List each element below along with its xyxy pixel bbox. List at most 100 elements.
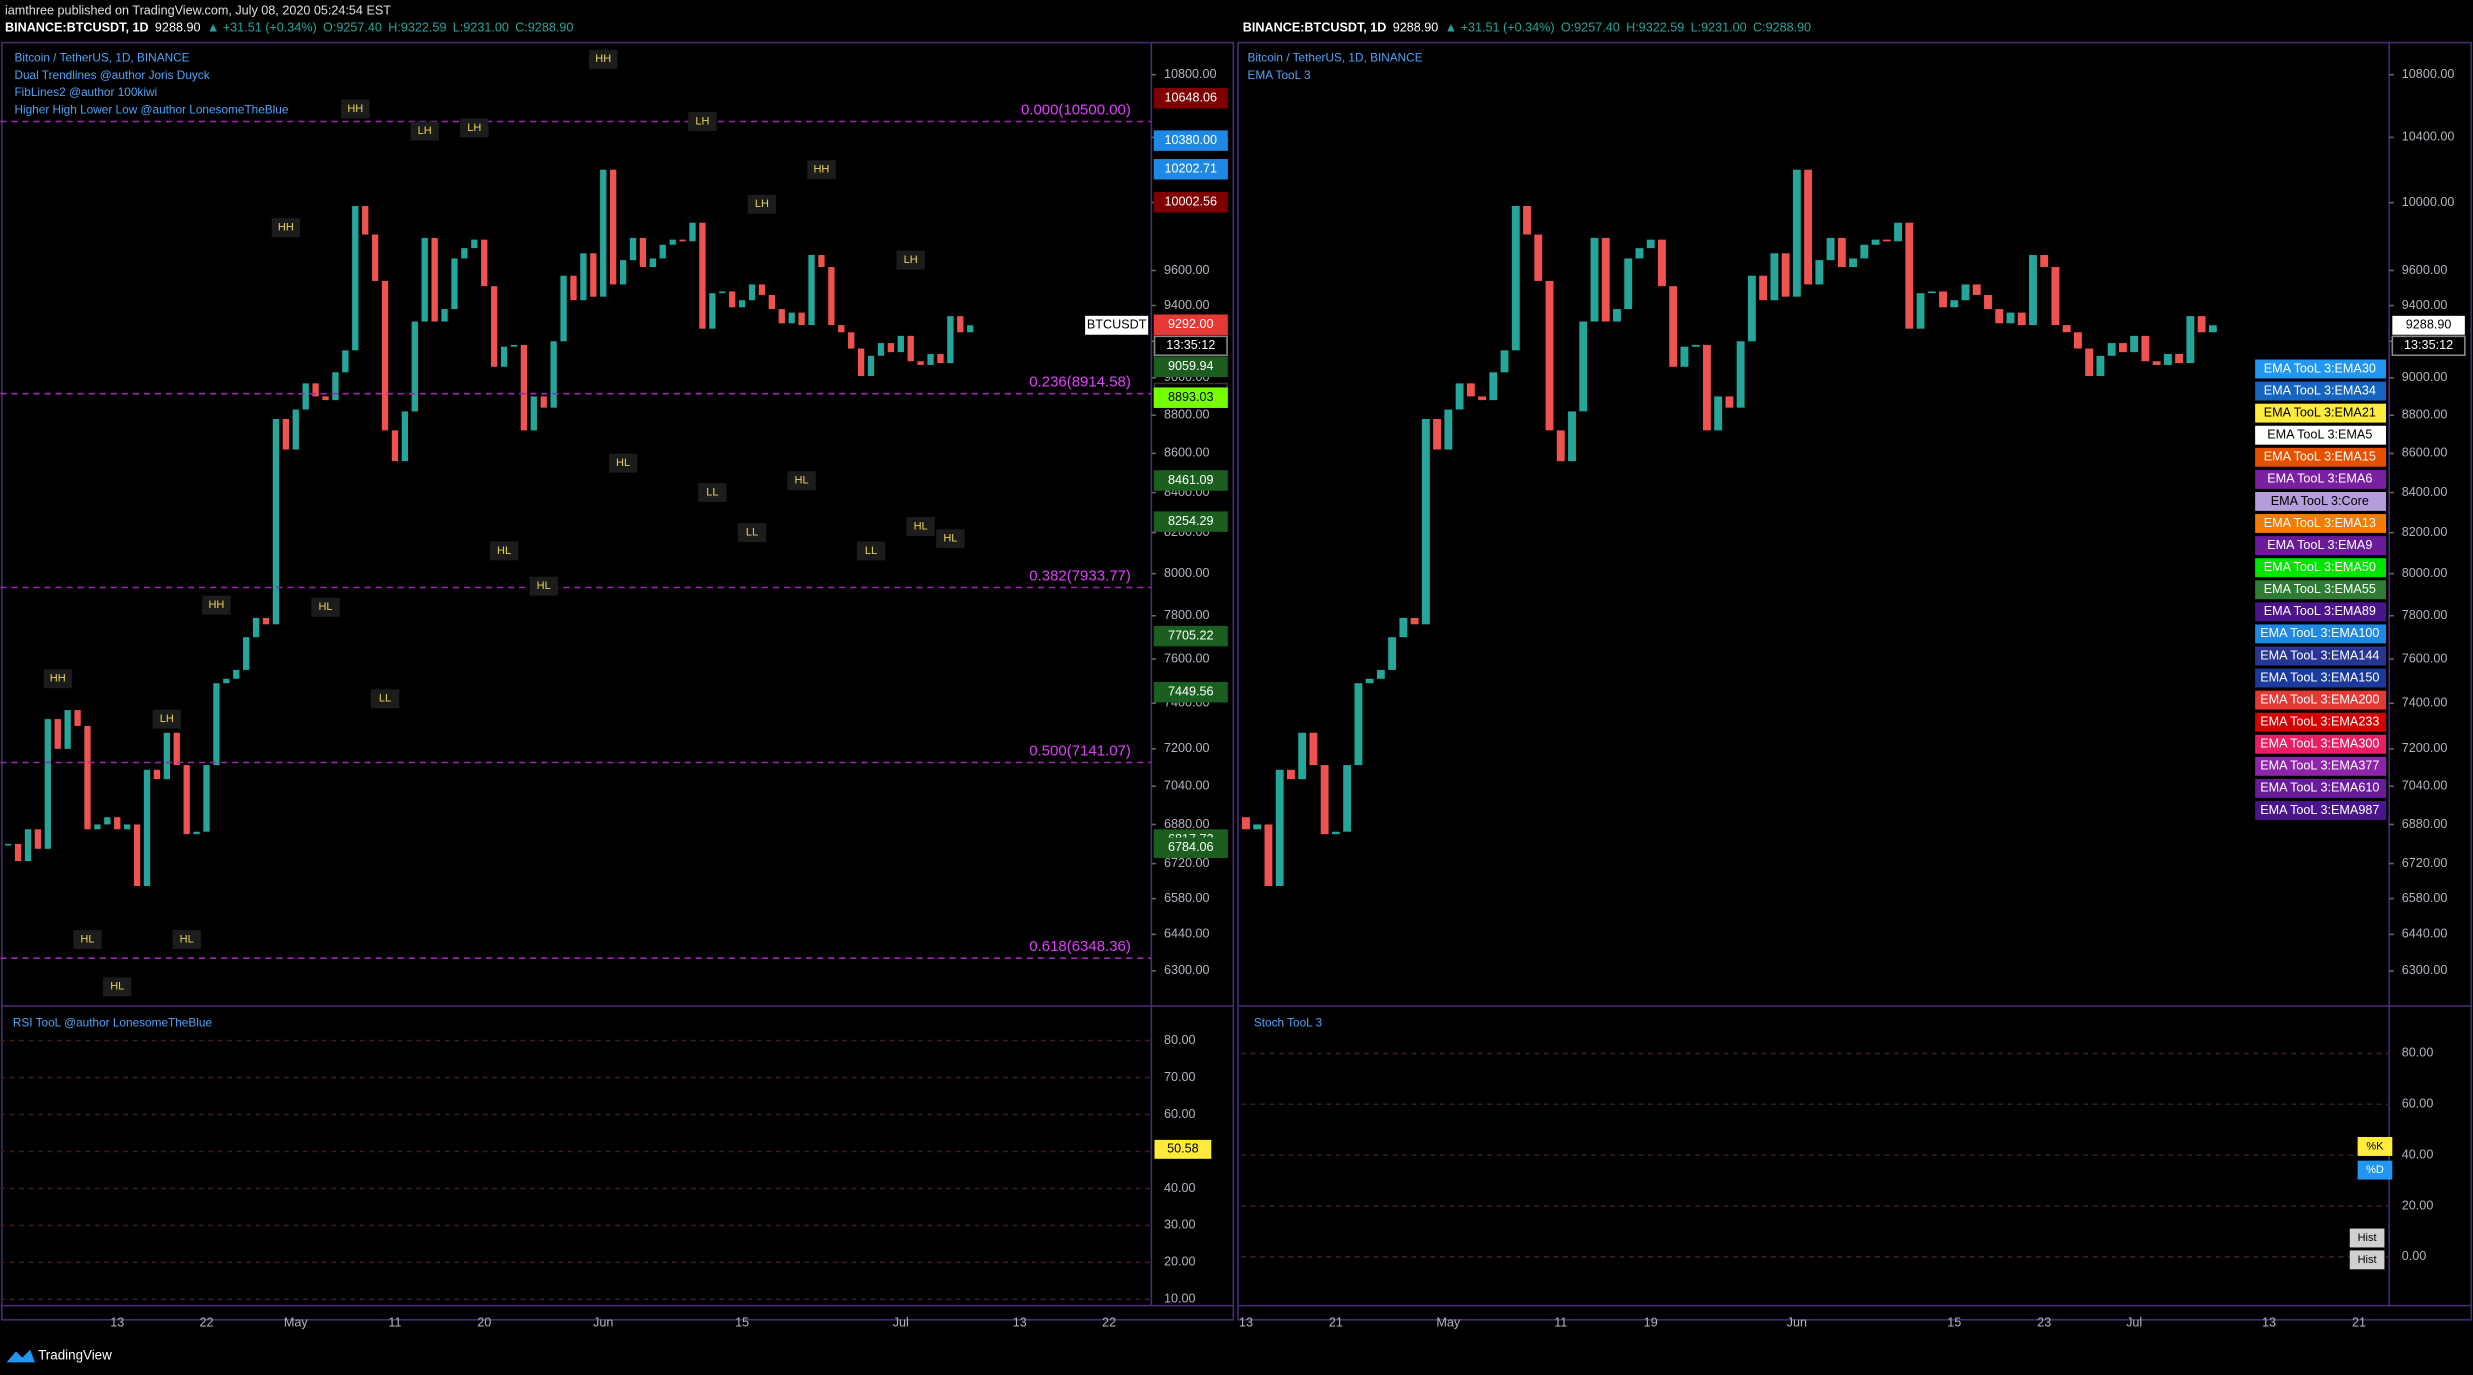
ema-legend-label: EMA TooL 3:EMA144 [2260, 648, 2379, 662]
y-tick-label: 8800.00 [1164, 408, 1210, 422]
candle [1433, 418, 1442, 450]
candle [729, 291, 736, 308]
candle [927, 353, 934, 365]
candle [481, 239, 488, 287]
ema-legend-tag [2255, 514, 2387, 533]
published-line: iamthree published on TradingView.com, J… [5, 3, 391, 17]
price-tag [1153, 130, 1228, 151]
price-tag [1153, 625, 1228, 647]
pivot-box [688, 112, 717, 131]
y-tick-label: 7040.00 [2402, 779, 2448, 793]
candle [1534, 234, 1543, 281]
stoch-tag [2357, 1137, 2393, 1156]
pivot-label: HL [110, 981, 124, 993]
stoch-tag-label: %K [2366, 1140, 2384, 1152]
symbol-bar-item: ▲ +31.51 (+0.34%) [1445, 21, 1555, 35]
price-tag-label: 9292.00 [1168, 317, 1214, 331]
indicator-title: Stoch TooL 3 [1254, 1015, 1323, 1029]
candle [1331, 831, 1340, 835]
y-tick-label: 8000.00 [1164, 566, 1210, 580]
candle [1747, 275, 1756, 342]
x-tick-label: 23 [2037, 1315, 2051, 1329]
symbol-bar-item: BINANCE:BTCUSDT, 1D [5, 21, 149, 35]
symbol-bar-item: C:9288.90 [1753, 21, 1811, 35]
candle [203, 765, 210, 832]
ema-legend-tag [2255, 734, 2387, 754]
ema-legend-tag [2255, 690, 2387, 710]
x-tick-label: 15 [1947, 1315, 1961, 1329]
candle [1691, 344, 1700, 347]
y-tick-label: 30.00 [1164, 1218, 1196, 1232]
stoch-tag [2349, 1250, 2385, 1270]
y-tick-label: 10000.00 [2402, 195, 2455, 209]
y-tick-label: 20.00 [2402, 1198, 2434, 1212]
ema-legend-tag [2255, 359, 2387, 379]
candle [1388, 637, 1397, 670]
candle [1804, 169, 1813, 285]
candle [1320, 765, 1329, 835]
y-tick-label: 9000.00 [2402, 370, 2448, 384]
ema-legend-label: EMA TooL 3:EMA34 [2264, 383, 2376, 397]
candle [838, 325, 845, 333]
ema-legend-tag [2255, 381, 2387, 401]
candle [44, 719, 51, 849]
candle [64, 710, 71, 749]
candle [362, 205, 369, 235]
y-tick-label: 8600.00 [2402, 446, 2448, 460]
price-tag [1153, 511, 1228, 532]
candle [1871, 239, 1880, 245]
pivot-box [737, 523, 767, 543]
y-tick-label: 80.00 [2402, 1046, 2434, 1060]
candle [431, 237, 438, 322]
x-tick-label: 13 [2262, 1315, 2276, 1329]
candle [471, 239, 478, 249]
price-tag-label: 7705.22 [1168, 628, 1214, 642]
candle [788, 312, 795, 324]
fib-label: 0.236(8914.58) [1029, 374, 1131, 391]
candle [669, 239, 676, 245]
x-tick-label: Jun [1787, 1315, 1807, 1329]
ema-legend-label: EMA TooL 3:EMA15 [2264, 450, 2376, 464]
y-tick-label: 8400.00 [2402, 485, 2448, 499]
candle [411, 321, 418, 412]
y-tick-label: 60.00 [1164, 1107, 1196, 1121]
symbol-bars: BINANCE:BTCUSDT, 1D 9288.90 ▲ +31.51 (+0.3… [5, 21, 1811, 35]
candle [778, 309, 785, 324]
candle [1489, 372, 1498, 401]
y-tick-label: 7200.00 [1164, 741, 1210, 755]
candle [84, 725, 91, 830]
candle [2029, 254, 2037, 326]
candle [1421, 418, 1430, 625]
candle [639, 237, 647, 268]
candle [1601, 237, 1610, 322]
price-tag-label: 10648.06 [1164, 91, 1217, 105]
candle [1961, 284, 1970, 301]
candle [629, 237, 637, 261]
candle [679, 239, 686, 242]
candle [1478, 396, 1487, 401]
candle [848, 332, 855, 349]
candle [252, 617, 260, 638]
fib-label: 0.500(7141.07) [1029, 742, 1131, 759]
pivot-box [152, 709, 182, 729]
pivot-label: LH [904, 254, 918, 266]
candle [193, 831, 200, 835]
y-tick-label: 6580.00 [2402, 891, 2448, 905]
candle [1781, 253, 1790, 297]
pivot-label: HL [497, 545, 511, 557]
x-tick-label: 20 [477, 1315, 491, 1329]
y-tick-label: 10.00 [1164, 1292, 1196, 1306]
pivot-box [608, 453, 638, 473]
pivot-label: HH [813, 164, 829, 176]
candle [1568, 411, 1576, 462]
candle [1815, 260, 1824, 285]
candle [600, 169, 607, 297]
x-tick-label: 21 [1329, 1315, 1343, 1329]
legend-line: Bitcoin / TetherUS, 1D, BINANCE [14, 50, 189, 64]
candle [1613, 309, 1621, 322]
stoch-tag-label: Hist [2358, 1254, 2377, 1266]
candle [1298, 732, 1307, 780]
ema-legend-label: EMA TooL 3:EMA50 [2264, 560, 2376, 574]
ema-legend-label: EMA TooL 3:EMA30 [2264, 361, 2376, 375]
